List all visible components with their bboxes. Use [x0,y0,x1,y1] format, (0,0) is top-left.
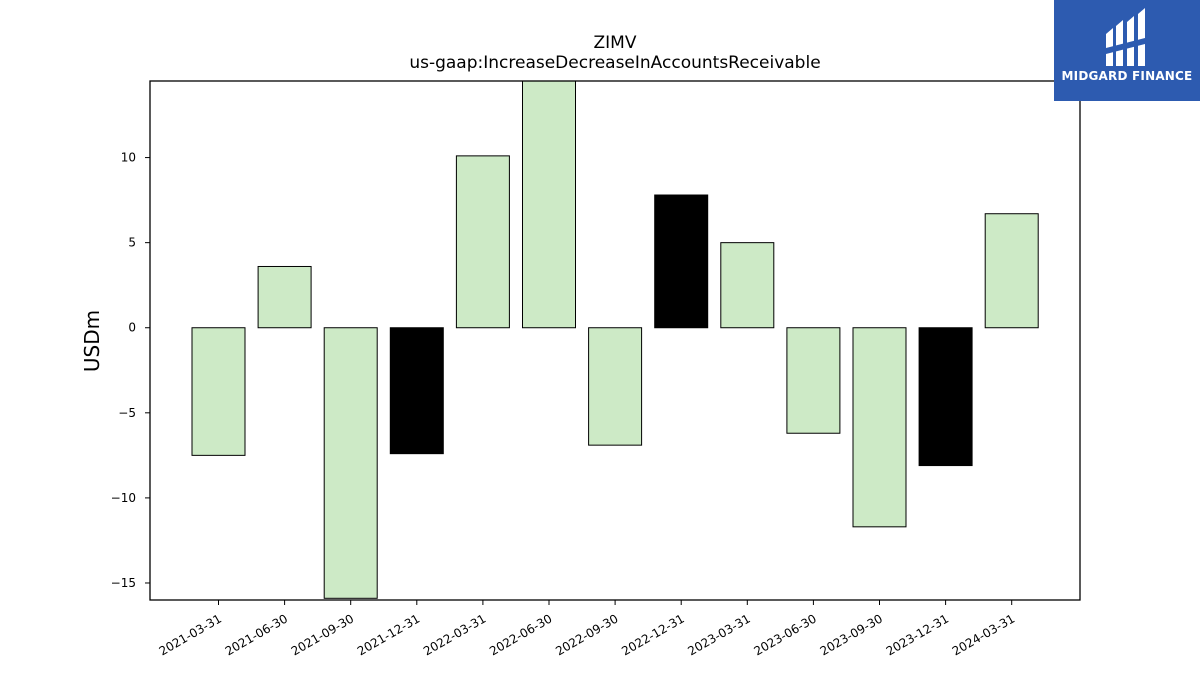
bar-2021-09-30 [323,327,378,599]
y-tick-label: −5 [118,406,136,420]
y-axis-ticks: −15 −10 −5 0 5 10 [111,151,150,590]
y-axis-label: USDm [80,310,104,372]
y-tick-label: 0 [128,321,136,335]
x-axis-ticks: 2021-03-312021-06-302021-09-302021-12-31… [157,600,1017,658]
x-tick-label: 2022-06-30 [487,611,554,658]
midgard-finance-logo: MIDGARD FINANCE [1054,0,1200,101]
x-tick-label: 2021-03-31 [157,611,224,658]
bar-2023-06-30 [786,327,841,434]
x-tick-label: 2022-09-30 [553,611,620,658]
logo-mark-icon [1106,8,1145,66]
bar-2021-03-31 [191,327,246,456]
x-tick-label: 2023-06-30 [751,611,818,658]
y-tick-label: 10 [121,151,136,165]
y-tick-label: −10 [111,491,136,505]
bar-2021-06-30 [257,265,312,329]
x-tick-label: 2021-12-31 [355,611,422,658]
x-tick-label: 2023-12-31 [884,611,951,658]
bar-2022-12-31 [654,194,709,329]
bar-2022-03-31 [455,155,510,329]
x-tick-label: 2023-09-30 [818,611,885,658]
bars-group [191,80,1039,599]
x-tick-label: 2021-09-30 [289,611,356,658]
x-tick-label: 2024-03-31 [950,611,1017,658]
x-tick-label: 2023-03-31 [685,611,752,658]
logo-text: MIDGARD FINANCE [1061,69,1193,83]
plot-frame [149,80,1081,601]
bar-2022-06-30 [522,80,576,329]
bar-2022-09-30 [588,327,643,446]
y-tick-label: 5 [128,236,136,250]
bar-2023-03-31 [720,242,775,329]
bar-2024-03-31 [984,213,1039,329]
chart-subtitle: us-gaap:IncreaseDecreaseInAccountsReceiv… [409,53,820,73]
chart-title: ZIMV [594,33,637,53]
bar-2021-12-31 [389,327,444,455]
x-tick-label: 2022-03-31 [421,611,488,658]
bar-2023-09-30 [852,327,907,528]
bar-2023-12-31 [918,327,973,467]
y-tick-label: −15 [111,576,136,590]
x-tick-label: 2021-06-30 [223,611,290,658]
x-tick-label: 2022-12-31 [619,611,686,658]
